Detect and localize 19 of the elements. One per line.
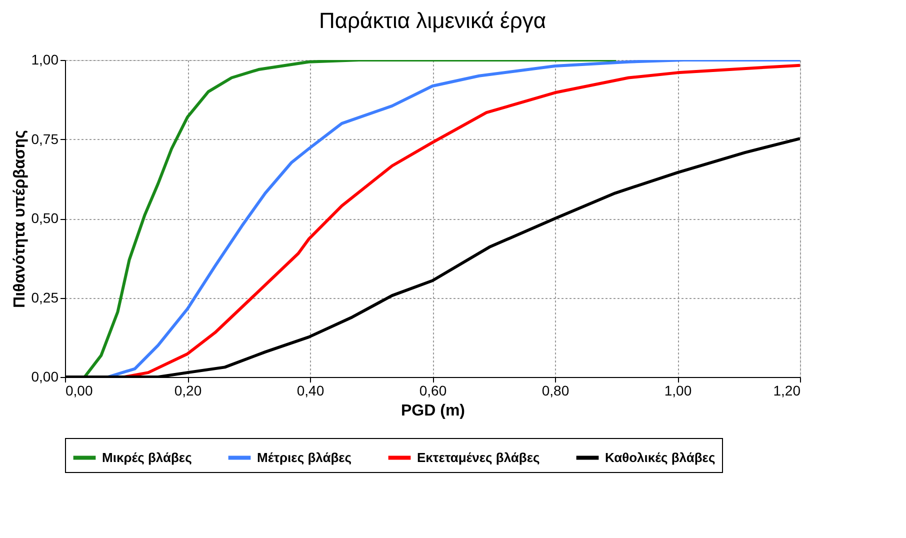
x-tick-label: 0,00 <box>66 382 93 398</box>
y-tick-label: 0,50 <box>31 210 59 226</box>
y-tick-label: 1,00 <box>31 52 59 68</box>
y-tick-label: 0,25 <box>31 289 59 306</box>
legend-label: Εκτεταμένες βλάβες <box>417 450 540 465</box>
y-tick-label: 0,00 <box>31 368 59 384</box>
legend-label: Μικρές βλάβες <box>102 450 192 465</box>
x-tick-label: 0,20 <box>174 382 202 398</box>
chart-title: Παράκτια λιμενικά έργα <box>318 8 546 33</box>
x-tick-label: 0,60 <box>419 382 447 398</box>
legend-label: Μέτριες βλάβες <box>257 450 352 465</box>
x-tick-label: 1,20 <box>773 382 801 398</box>
x-axis-title: PGD (m) <box>401 402 465 420</box>
x-tick-label: 1,00 <box>664 382 692 398</box>
y-axis-title: Πιθανότητα υπέρβασης <box>11 130 28 308</box>
legend-label: Καθολικές βλάβες <box>605 450 716 465</box>
y-tick-label: 0,75 <box>31 130 59 147</box>
x-tick-label: 0,80 <box>542 382 570 398</box>
x-tick-label: 0,40 <box>296 382 324 398</box>
